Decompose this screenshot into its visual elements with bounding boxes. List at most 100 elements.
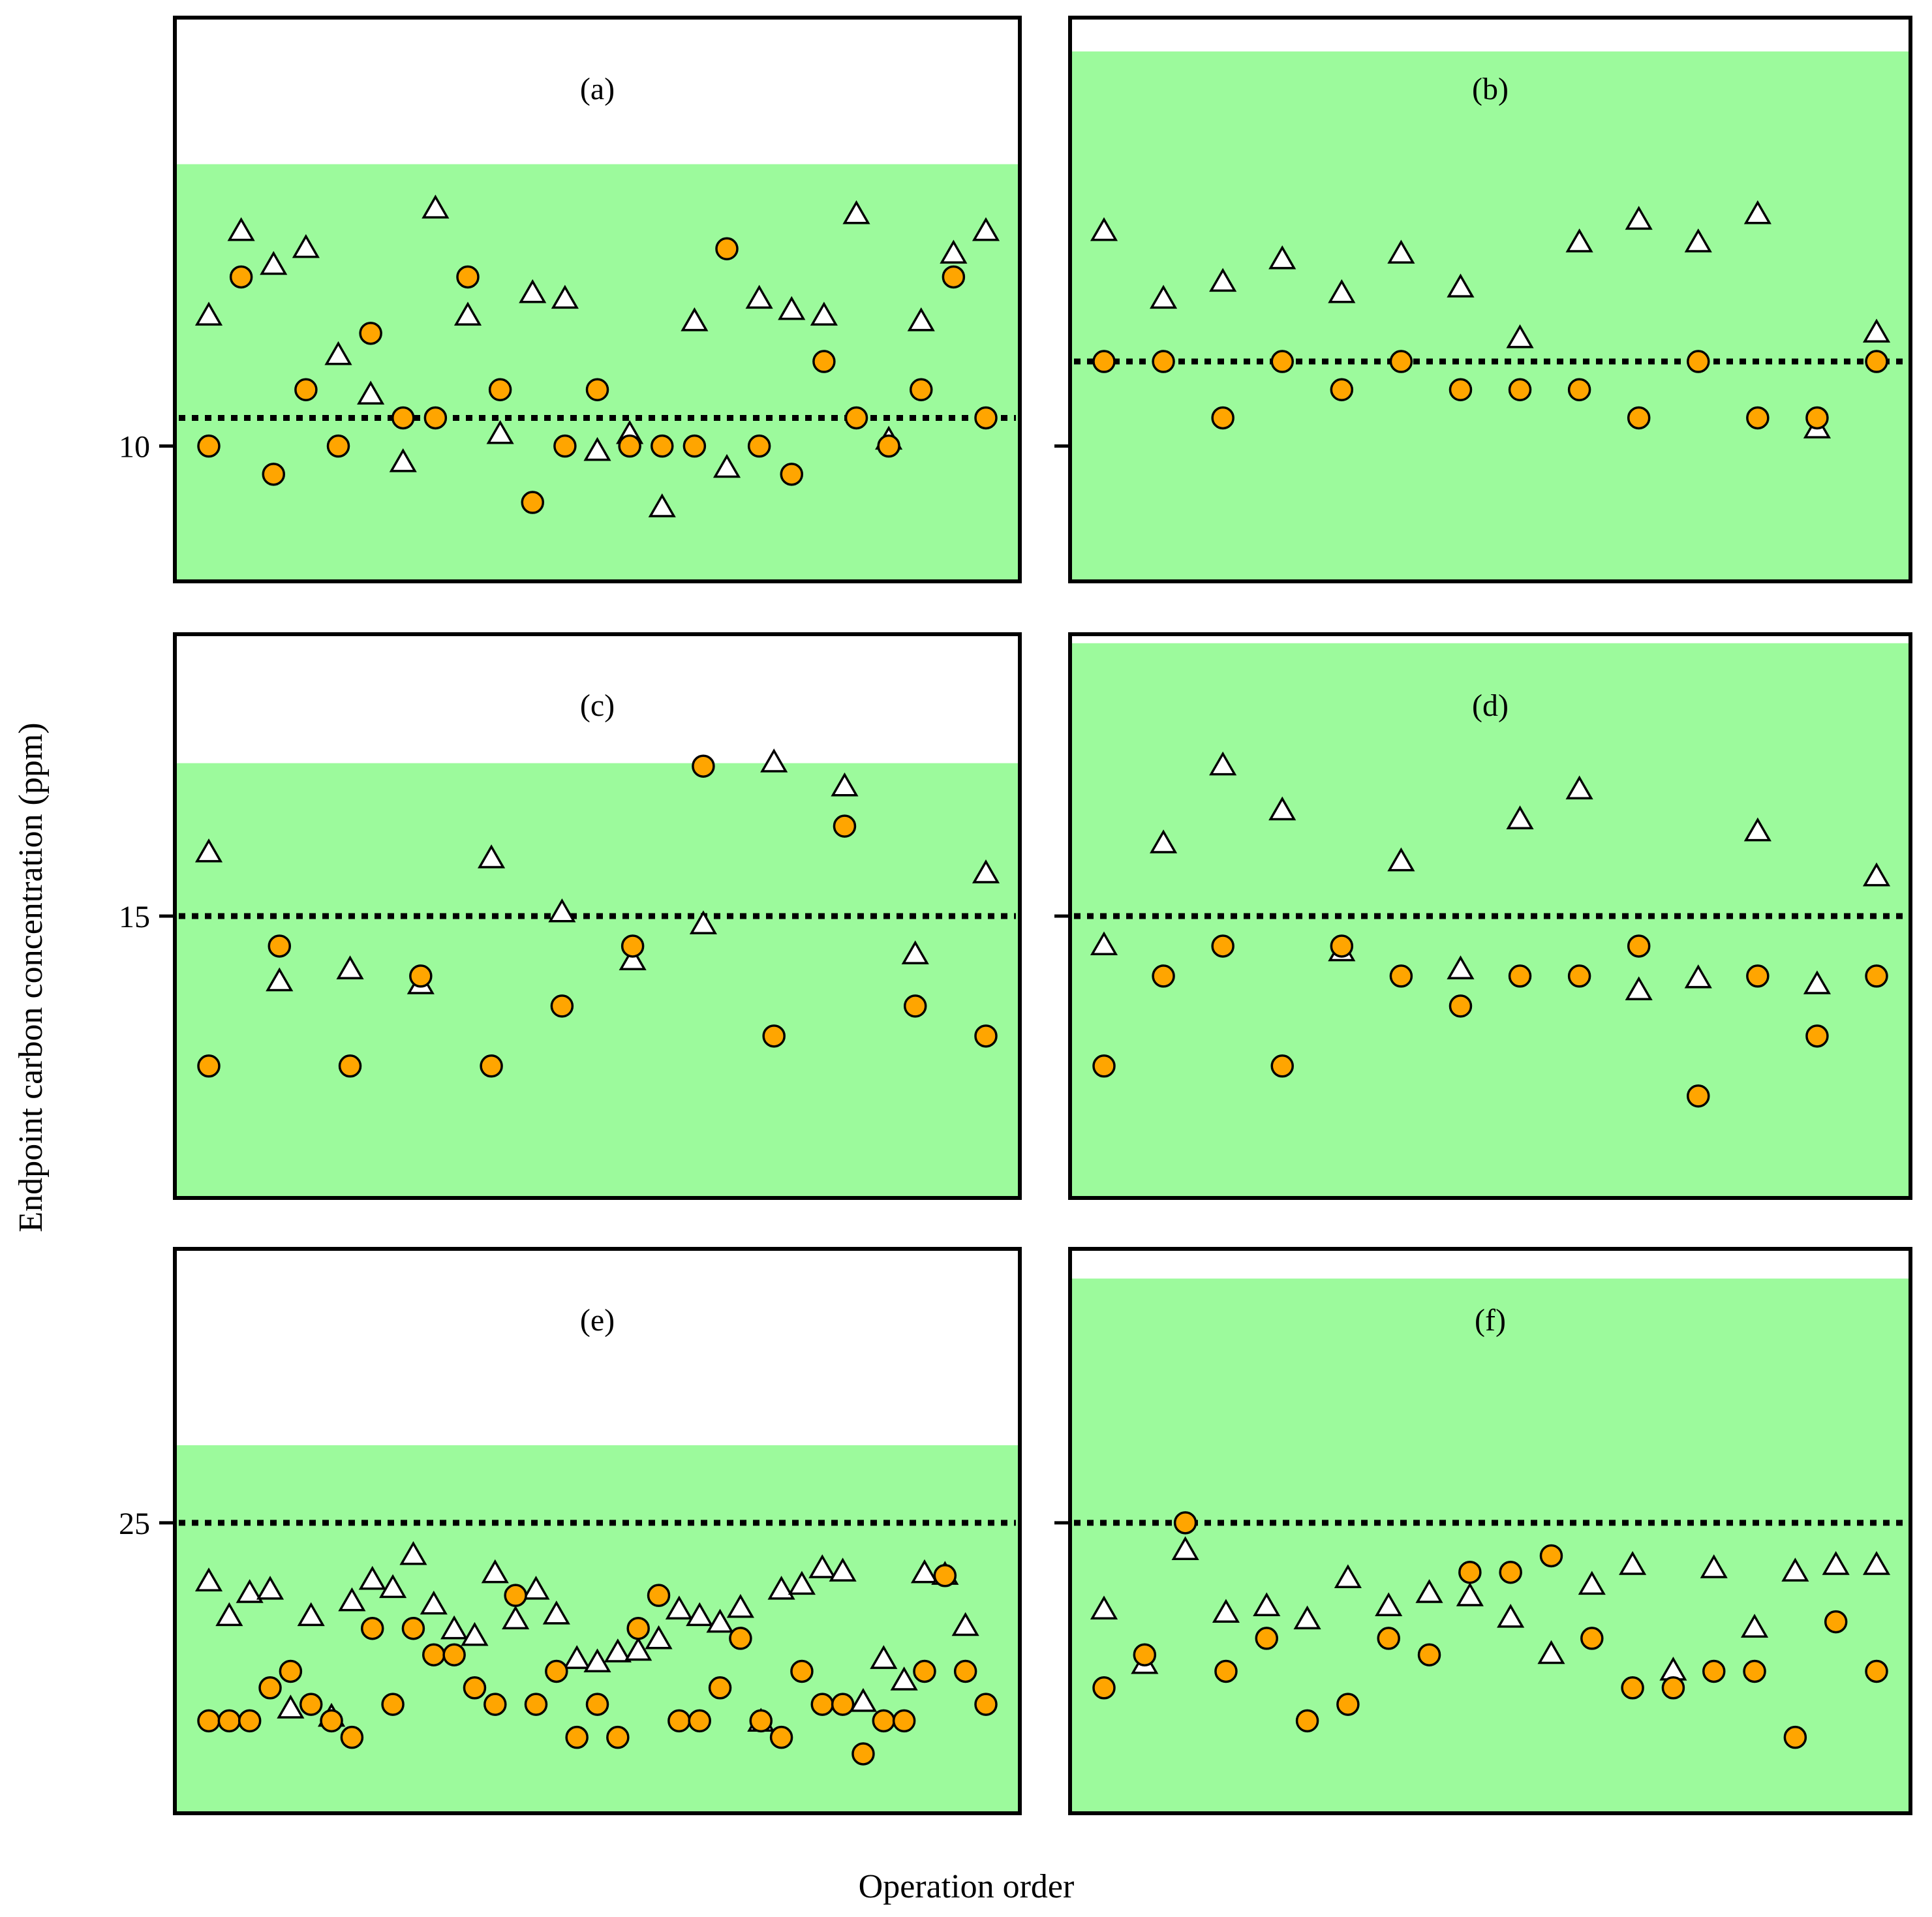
circle-point — [1687, 350, 1710, 373]
triangle-point — [689, 910, 717, 934]
triangle-point — [1171, 1536, 1199, 1560]
triangle-point — [604, 1638, 632, 1663]
triangle-point — [1268, 796, 1296, 821]
circle-point — [851, 1742, 875, 1766]
triangle-point — [907, 307, 935, 331]
circle-point — [262, 463, 285, 486]
circle-point — [1336, 1693, 1360, 1716]
triangle-point — [665, 1595, 693, 1620]
triangle-point — [940, 239, 968, 264]
triangle-point — [1743, 200, 1771, 224]
triangle-point — [619, 946, 647, 971]
y-tick-label: 15 — [119, 900, 150, 934]
panel-frame — [1068, 16, 1912, 583]
circle-point — [1270, 350, 1294, 373]
acceptable-range-band — [1070, 643, 1910, 1198]
triangle-point — [1090, 931, 1118, 956]
panel-d: (d) — [1054, 632, 1912, 1200]
triangle-point — [1506, 324, 1534, 348]
circle-point — [749, 1709, 773, 1733]
triangle-point — [972, 217, 1000, 241]
panel-c: (c) — [159, 632, 1022, 1200]
triangle-point — [1150, 829, 1178, 853]
triangle-point — [760, 748, 788, 773]
panel-frame — [1068, 1247, 1912, 1815]
triangle-point — [1415, 1579, 1443, 1603]
circle-point — [320, 1709, 343, 1733]
circle-point — [606, 1725, 630, 1749]
y-tick-label: 10 — [119, 430, 150, 465]
circle-point — [340, 1725, 364, 1749]
triangle-point — [1334, 1564, 1362, 1588]
circle-point — [1458, 1560, 1482, 1584]
triangle-point — [1862, 318, 1891, 343]
triangle-point — [389, 448, 417, 472]
circle-point — [1270, 1054, 1294, 1078]
circle-point — [545, 1659, 568, 1683]
triangle-point — [256, 1576, 284, 1600]
triangle-point — [1803, 970, 1832, 994]
circle-point — [409, 964, 433, 988]
triangle-point — [1090, 217, 1118, 241]
circle-point — [360, 1616, 384, 1640]
circle-point — [844, 406, 868, 430]
circle-point — [1805, 1024, 1829, 1048]
circle-point — [488, 378, 512, 401]
triangle-point — [645, 1625, 673, 1649]
circle-point — [708, 1676, 732, 1700]
triangle-point — [1578, 1571, 1606, 1595]
circle-point — [769, 1725, 793, 1749]
circle-point — [1330, 378, 1354, 401]
panel-label: (d) — [1472, 688, 1509, 723]
circle-point — [238, 1709, 262, 1733]
triangle-point — [910, 1559, 939, 1584]
triangle-point — [1700, 1554, 1728, 1578]
circle-point — [618, 434, 641, 458]
triangle-point — [1743, 817, 1771, 842]
circle-point — [1621, 1676, 1644, 1700]
circle-point — [1508, 964, 1532, 988]
circle-point — [442, 1643, 466, 1666]
circle-point — [1255, 1627, 1279, 1650]
circle-point — [715, 237, 739, 260]
triangle-point — [194, 838, 223, 863]
circle-point — [1133, 1643, 1157, 1666]
triangle-point — [1150, 284, 1178, 309]
circle-point — [229, 265, 253, 289]
circle-point — [524, 1693, 548, 1716]
panel-label: (f) — [1475, 1303, 1506, 1338]
circle-point — [1567, 964, 1591, 988]
triangle-point — [1619, 1551, 1647, 1575]
circle-point — [953, 1659, 977, 1683]
triangle-point — [778, 296, 806, 320]
triangle-point — [1781, 1557, 1809, 1582]
circle-point — [692, 754, 715, 778]
circle-point — [1865, 350, 1888, 373]
triangle-point — [338, 1587, 366, 1612]
circle-point — [480, 1054, 503, 1078]
triangle-point — [849, 1688, 878, 1712]
triangle-point — [1212, 1599, 1240, 1623]
circle-point — [1661, 1676, 1685, 1700]
circle-point — [326, 434, 350, 458]
circle-point — [1508, 378, 1532, 401]
circle-point — [831, 1693, 855, 1716]
circle-point — [463, 1676, 487, 1700]
triangle-point — [297, 1602, 325, 1627]
circle-point — [621, 934, 645, 958]
triangle-point — [1862, 1551, 1891, 1575]
circle-point — [1417, 1643, 1441, 1666]
triangle-point — [522, 1576, 550, 1600]
circle-point — [747, 434, 771, 458]
circle-point — [1865, 964, 1888, 988]
triangle-point — [260, 251, 288, 275]
circle-point — [401, 1616, 425, 1640]
circle-point — [762, 1024, 786, 1048]
circle-point — [456, 265, 480, 289]
circle-point — [1389, 350, 1413, 373]
triangle-point — [1740, 1614, 1769, 1638]
triangle-point — [1625, 206, 1653, 230]
circle-point — [667, 1709, 691, 1733]
triangle-point — [324, 341, 352, 365]
triangle-point — [1209, 268, 1237, 292]
